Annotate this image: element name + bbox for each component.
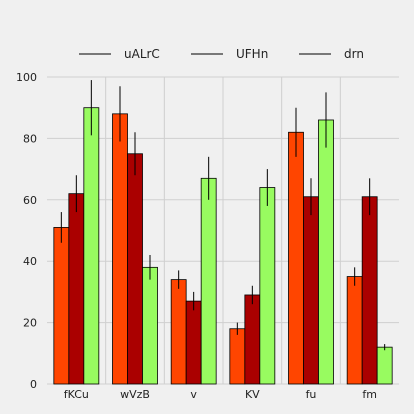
bar-UFHn-KV — [245, 295, 260, 384]
bar-uALrC-fKCu — [54, 227, 69, 384]
x-tick-label: fm — [362, 388, 377, 401]
bar-uALrC-KV — [230, 329, 245, 384]
bar-uALrC-fu — [289, 132, 304, 384]
bar-drn-fu — [319, 120, 334, 384]
y-tick-label: 80 — [23, 132, 37, 145]
x-tick-label: KV — [245, 388, 260, 401]
legend: uALrC UFHn drn — [79, 47, 364, 61]
bar-UFHn-v — [186, 301, 201, 384]
bar-drn-fKCu — [84, 108, 99, 384]
bar-uALrC-fm — [347, 277, 362, 384]
bar-UFHn-fKCu — [69, 194, 84, 384]
bar-uALrC-wVzB — [113, 114, 128, 384]
legend-label-drn: drn — [344, 47, 364, 61]
x-tick-label: wVzB — [120, 388, 150, 401]
bar-drn-wVzB — [143, 267, 158, 384]
x-tick-label: fKCu — [64, 388, 89, 401]
bar-UFHn-fm — [362, 197, 377, 384]
legend-label-uALrC: uALrC — [124, 47, 160, 61]
y-tick-label: 40 — [23, 255, 37, 268]
y-tick-label: 0 — [30, 378, 37, 391]
y-tick-label: 60 — [23, 194, 37, 207]
legend-label-UFHn: UFHn — [236, 47, 268, 61]
bar-drn-KV — [260, 188, 275, 384]
bar-drn-fm — [377, 347, 392, 384]
x-tick-label: v — [190, 388, 197, 401]
bar-UFHn-wVzB — [128, 154, 143, 384]
bar-drn-v — [201, 178, 216, 384]
x-axis-ticks: fKCu wVzB v KV fu fm — [64, 388, 377, 401]
y-tick-label: 20 — [23, 317, 37, 330]
x-tick-label: fu — [306, 388, 317, 401]
y-tick-label: 100 — [16, 71, 37, 84]
bar-uALrC-v — [171, 280, 186, 384]
y-axis-ticks: 0 20 40 60 80 100 — [16, 71, 37, 391]
bar-UFHn-fu — [304, 197, 319, 384]
